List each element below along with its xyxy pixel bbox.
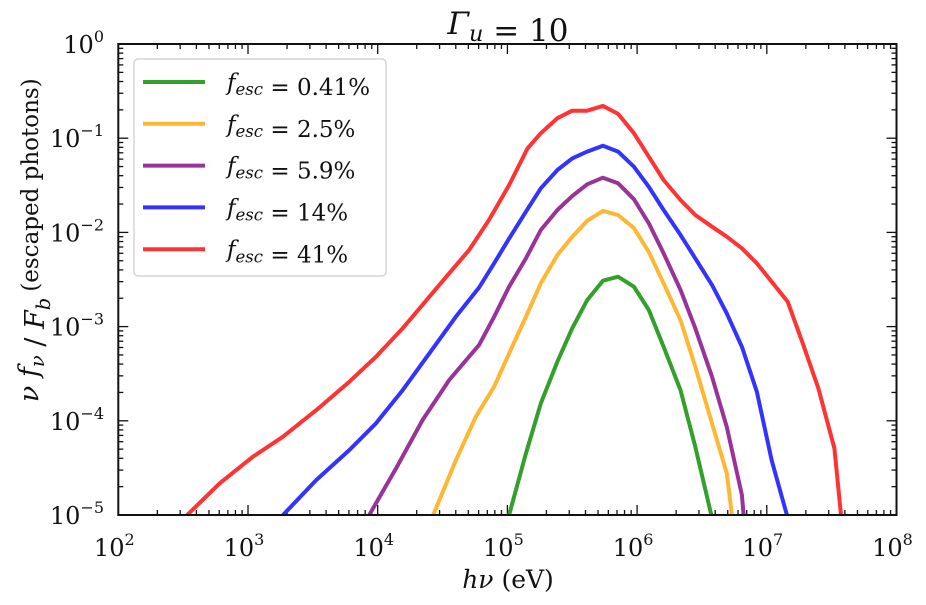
- y-tick-label: 10−2: [50, 215, 104, 247]
- y-tick-label: 10−4: [50, 404, 104, 436]
- legend-label: fesc = 14%: [225, 195, 348, 226]
- x-tick-label: 106: [613, 530, 654, 562]
- legend-label: fesc = 0.41%: [225, 70, 370, 101]
- y-tick-label: 10−5: [50, 498, 104, 530]
- legend-label: fesc = 41%: [225, 237, 348, 268]
- x-tick-label: 107: [742, 530, 783, 562]
- y-axis-label-note: (escaped photons): [18, 78, 44, 291]
- series-line-1: [431, 208, 734, 516]
- x-tick-label: 103: [224, 530, 265, 562]
- legend-label: fesc = 5.9%: [225, 154, 355, 185]
- series-line-3: [281, 143, 789, 517]
- legend-box: [133, 58, 387, 277]
- plot-area: [185, 103, 843, 517]
- x-tick-label: 108: [872, 530, 913, 562]
- y-tick-label: 10−1: [50, 121, 104, 153]
- series-line-2: [367, 175, 746, 516]
- labels: 102 103 104 105 106 107 108 10−5 10−4 10−3 10−2 10−…: [14, 6, 913, 594]
- y-axis-label: ν fν / Fb: [14, 298, 55, 402]
- x-tick-label: 105: [483, 530, 524, 562]
- legend: fesc = 0.41% fesc = 2.5% fesc = 5.9% fesc =…: [133, 58, 387, 277]
- y-tick-label: 100: [63, 27, 104, 59]
- x-axis-label: hν (eV): [462, 565, 554, 594]
- series-line-4: [185, 103, 843, 517]
- x-tick-label: 102: [94, 530, 135, 562]
- x-tick-label: 104: [353, 530, 394, 562]
- y-tick-label: 10−3: [50, 310, 104, 342]
- legend-label: fesc = 2.5%: [225, 112, 355, 143]
- axes-frame: [117, 43, 898, 516]
- series-line-0: [507, 274, 714, 516]
- y-axis-label-group: ν fν / Fb (escaped photons): [14, 78, 55, 402]
- chart-title: Γu = 10: [446, 6, 568, 49]
